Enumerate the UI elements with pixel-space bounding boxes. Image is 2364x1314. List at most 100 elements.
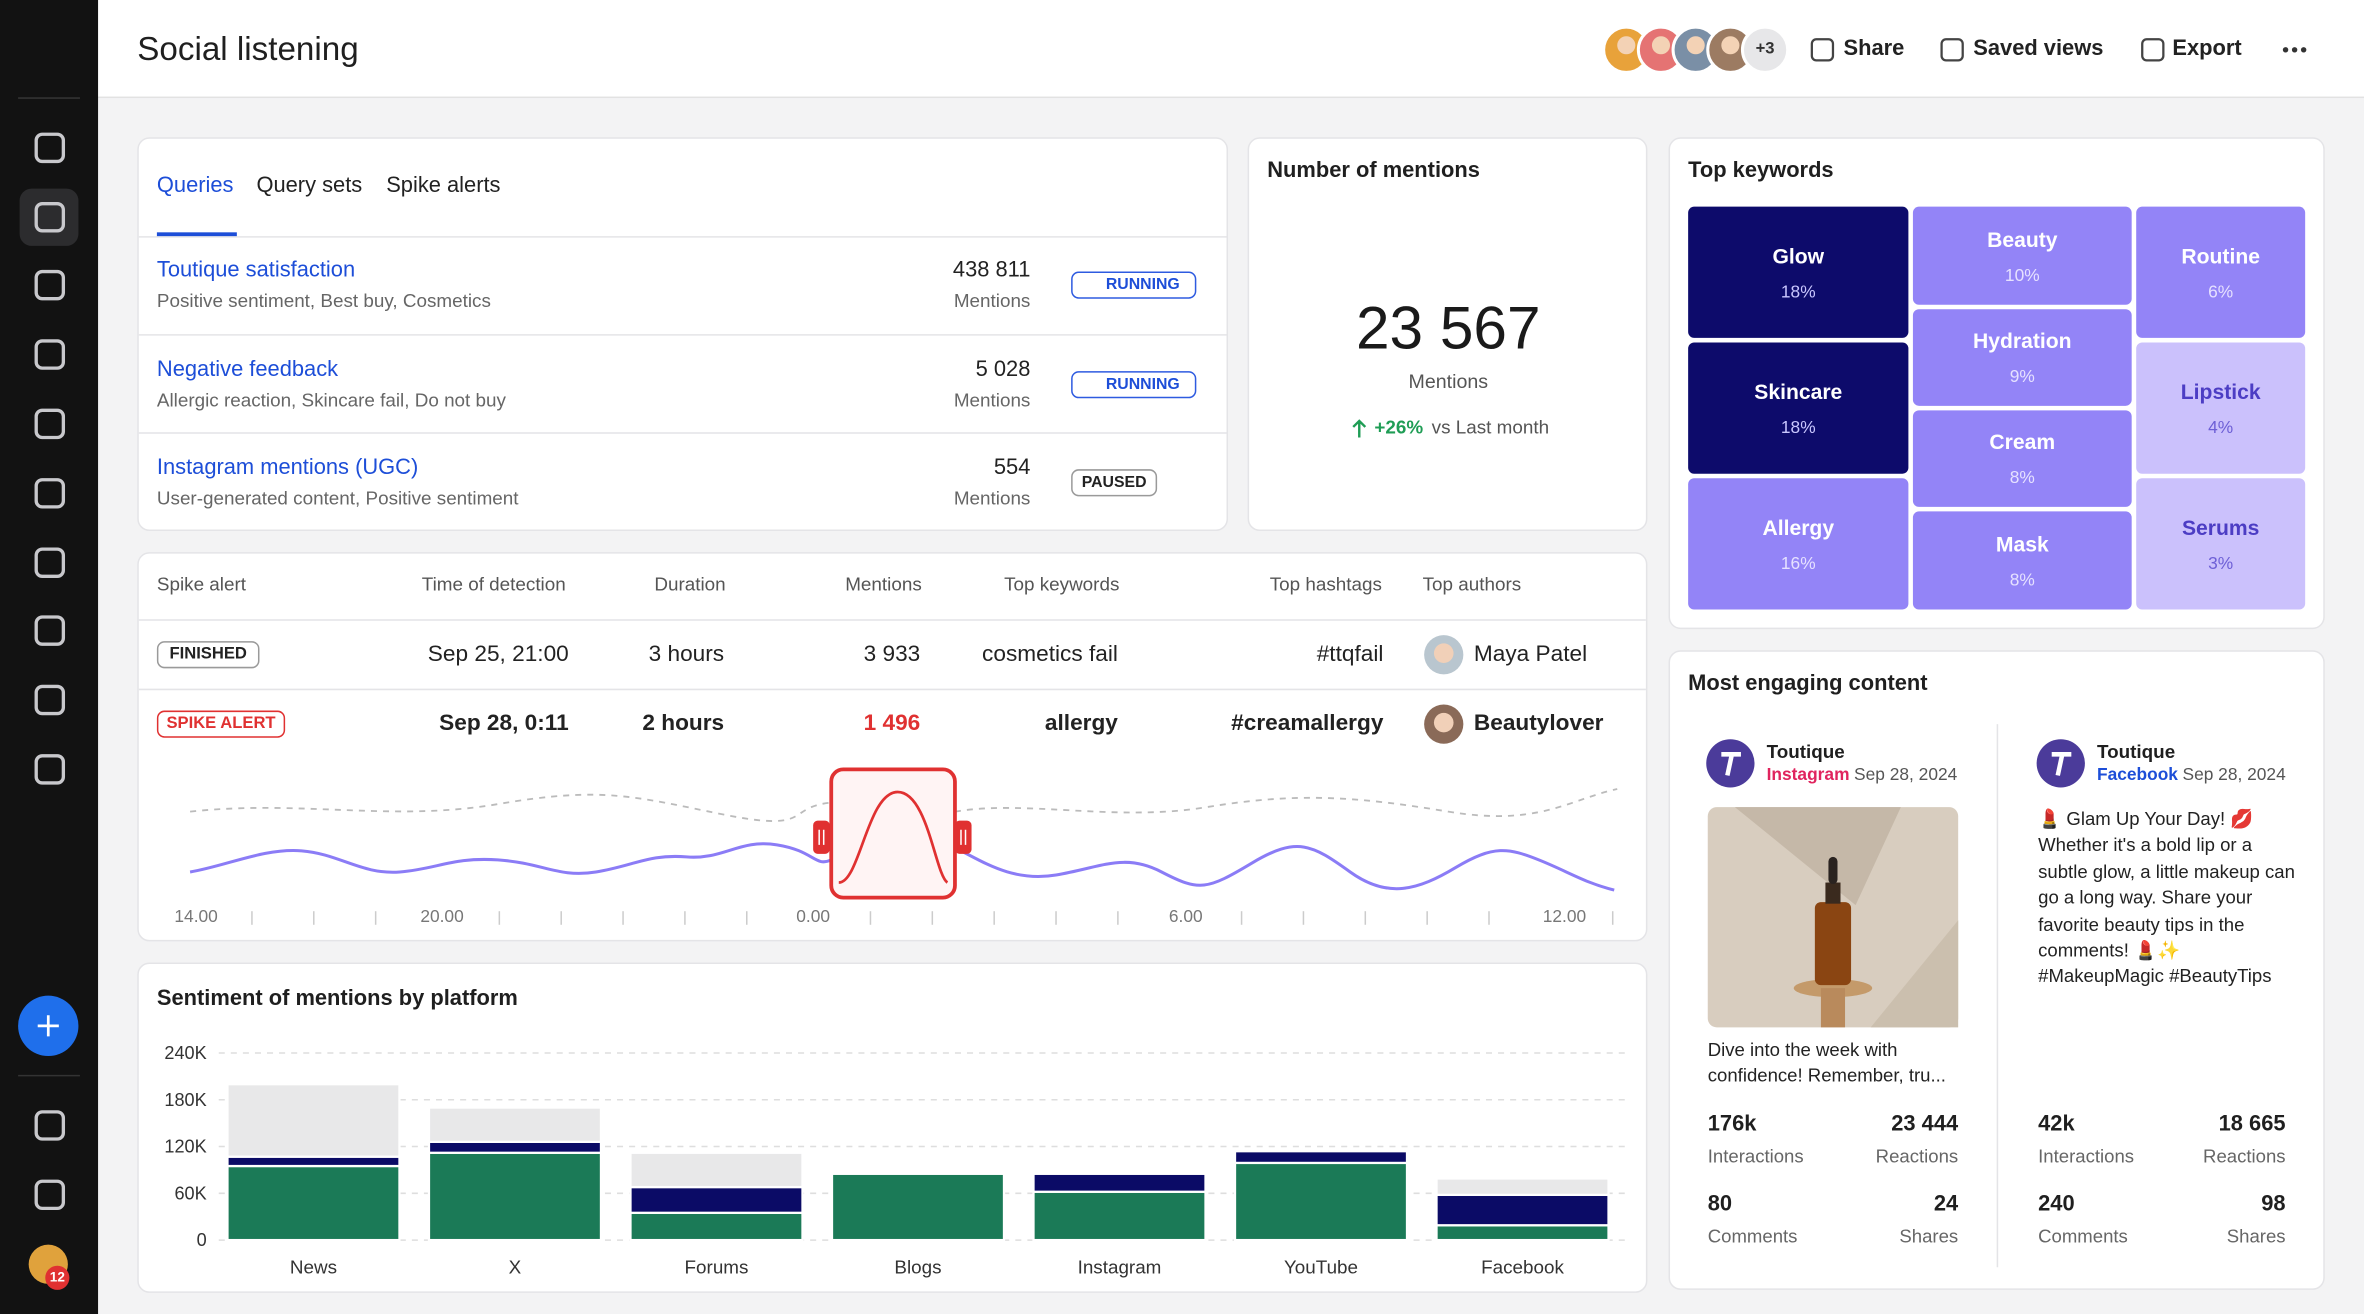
avatar-more-label: +3 xyxy=(1755,39,1775,58)
query-name[interactable]: Instagram mentions (UGC) xyxy=(156,456,419,481)
spike-status: FINISHED xyxy=(169,644,247,663)
stat-value: 80 xyxy=(1707,1192,1733,1217)
status-label: PAUSED xyxy=(1081,473,1147,492)
status-badge xyxy=(1071,469,1158,497)
stat-label: Interactions xyxy=(2038,1145,2135,1168)
post-platform: Instagram xyxy=(1766,766,1850,785)
column-header: Top hashtags xyxy=(1269,574,1382,596)
header-action[interactable]: Export xyxy=(2172,36,2242,61)
column-header: Duration xyxy=(654,574,726,596)
timeline-label: 14.00 xyxy=(174,908,218,927)
queries-card xyxy=(137,137,1229,532)
mentions-change: +26% xyxy=(1374,417,1424,439)
keyword-share: 6% xyxy=(2208,283,2234,302)
query-tags: Allergic reaction, Skincare fail, Do not… xyxy=(156,389,506,411)
post-meta: Instagram Sep 28, 2024 xyxy=(1767,767,1958,788)
card-title: Sentiment of mentions by platform xyxy=(156,987,518,1012)
stat-value: 176k xyxy=(1707,1112,1757,1137)
stat-label: Comments xyxy=(2038,1225,2128,1248)
mentions-comparison: vs Last month xyxy=(1431,417,1550,439)
mentions-unit: Mentions xyxy=(1408,369,1489,393)
keyword-share: 10% xyxy=(2004,266,2040,285)
keyword-share: 8% xyxy=(2009,571,2035,590)
spike-cell: 2 hours xyxy=(642,710,725,737)
keyword-label: Mask xyxy=(1995,531,2049,556)
query-tags: Positive sentiment, Best buy, Cosmetics xyxy=(156,290,491,312)
status-label: RUNNING xyxy=(1105,374,1180,393)
keyword-label: Skincare xyxy=(1754,378,1843,403)
keyword-label: Beauty xyxy=(1987,226,2058,251)
spike-cell: 3 933 xyxy=(863,641,921,667)
status-badge xyxy=(156,641,260,669)
spike-author: Maya Patel xyxy=(1473,641,1588,667)
timeline-label: 0.00 xyxy=(796,908,831,927)
post-meta: Facebook Sep 28, 2024 xyxy=(2097,767,2286,788)
stat-label: Interactions xyxy=(1707,1145,1804,1168)
post-text: 💄 Glam Up Your Day! 💋 Whether it's a bol… xyxy=(2038,808,2295,988)
stat-label: Reactions xyxy=(1875,1145,1959,1168)
tab[interactable]: Query sets xyxy=(256,173,363,199)
timeline-label: 12.00 xyxy=(1542,908,1587,927)
stat-value: 42k xyxy=(2038,1112,2075,1137)
status-badge xyxy=(1071,370,1197,398)
query-name[interactable]: Negative feedback xyxy=(156,357,339,382)
stat-label: Reactions xyxy=(2203,1145,2286,1168)
stat-value: 24 xyxy=(1933,1192,1959,1217)
spike-cell: Sep 25, 21:00 xyxy=(427,641,569,667)
post-author: Toutique xyxy=(2096,741,2176,763)
spike-cell: cosmetics fail xyxy=(982,641,1118,667)
keyword-label: Routine xyxy=(2181,243,2260,268)
status-label: RUNNING xyxy=(1105,275,1180,294)
header-action[interactable]: Share xyxy=(1843,36,1905,61)
query-tags: User-generated content, Positive sentime… xyxy=(156,488,519,510)
stat-label: Comments xyxy=(1707,1225,1798,1248)
stat-value: 240 xyxy=(2038,1192,2075,1217)
stat-value: 23 444 xyxy=(1891,1112,1959,1137)
card-title: Number of mentions xyxy=(1267,158,1480,184)
keyword-share: 3% xyxy=(2208,554,2234,573)
header-action[interactable]: Saved views xyxy=(1973,36,2104,61)
keyword-share: 8% xyxy=(2009,469,2035,488)
spike-cell: Sep 28, 0:11 xyxy=(439,710,569,737)
spike-author: Beautylover xyxy=(1473,710,1604,737)
query-unit: Mentions xyxy=(953,389,1031,411)
post-platform: Facebook xyxy=(2096,766,2178,785)
timeline-label: 20.00 xyxy=(420,908,464,927)
tab[interactable]: Queries xyxy=(156,173,234,199)
keyword-label: Glow xyxy=(1772,243,1825,268)
keyword-share: 18% xyxy=(1780,283,1816,302)
spike-status: SPIKE ALERT xyxy=(166,714,276,733)
column-header: Time of detection xyxy=(421,574,566,596)
column-header: Top keywords xyxy=(1004,574,1120,596)
keyword-label: Lipstick xyxy=(2180,378,2261,403)
spike-cell: allergy xyxy=(1044,710,1118,737)
query-name[interactable]: Toutique satisfaction xyxy=(156,258,356,283)
header-bar xyxy=(0,0,2364,99)
post-date: Sep 28, 2024 xyxy=(2182,766,2286,785)
keyword-label: Allergy xyxy=(1762,514,1835,539)
stat-label: Shares xyxy=(1899,1225,1959,1248)
post-author: Toutique xyxy=(1766,741,1845,763)
column-header: Top authors xyxy=(1422,574,1522,596)
mentions-card xyxy=(1247,137,1648,532)
stat-value: 18 665 xyxy=(2218,1112,2286,1137)
page-title: Social listening xyxy=(137,29,359,68)
timeline-label: 6.00 xyxy=(1168,908,1203,927)
card-title: Most engaging content xyxy=(1688,671,1928,696)
keyword-label: Hydration xyxy=(1973,328,2072,353)
status-badge xyxy=(156,710,286,738)
query-unit: Mentions xyxy=(953,290,1031,312)
query-count: 5 028 xyxy=(975,357,1031,382)
stat-value: 98 xyxy=(2261,1192,2286,1217)
keyword-share: 9% xyxy=(2009,368,2035,387)
keyword-share: 16% xyxy=(1780,554,1816,573)
spikes-card xyxy=(137,552,1648,942)
tab[interactable]: Spike alerts xyxy=(386,173,501,199)
keyword-label: Serums xyxy=(2181,514,2260,539)
card-title: Top keywords xyxy=(1688,158,1834,184)
spike-cell: #creamallergy xyxy=(1231,710,1384,737)
query-count: 438 811 xyxy=(952,258,1031,283)
query-unit: Mentions xyxy=(953,488,1031,510)
